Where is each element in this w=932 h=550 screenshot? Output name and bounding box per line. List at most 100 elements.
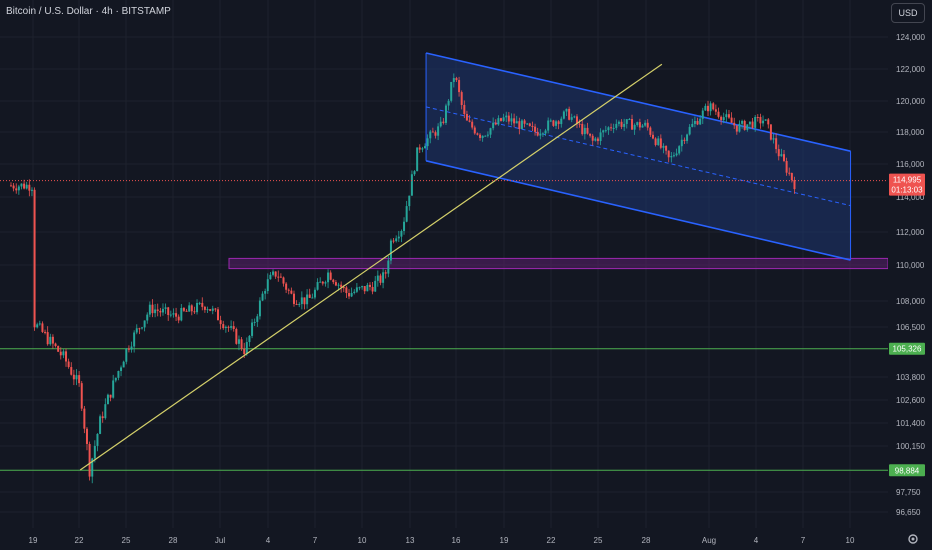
candle <box>665 145 668 151</box>
candle <box>704 105 707 111</box>
y-tick-label: 110,000 <box>896 261 925 270</box>
candle <box>209 309 212 311</box>
candle <box>371 286 374 292</box>
channel-upper-line[interactable] <box>425 52 851 152</box>
candle <box>547 120 550 131</box>
candle <box>754 116 757 128</box>
candle <box>497 118 500 125</box>
candle <box>678 146 681 154</box>
candle <box>581 123 584 135</box>
candle <box>541 133 544 135</box>
candle <box>387 260 390 274</box>
candle <box>151 304 154 314</box>
candle <box>292 293 295 304</box>
candle <box>164 307 167 309</box>
candle <box>450 81 453 101</box>
candle <box>751 121 754 128</box>
y-tick-label: 112,000 <box>896 228 925 237</box>
candle <box>631 118 634 130</box>
candle <box>25 184 28 189</box>
x-tick-label: 10 <box>846 536 855 545</box>
candle <box>216 309 219 321</box>
candle <box>416 147 419 172</box>
candle <box>337 284 340 286</box>
candle <box>106 394 109 405</box>
candle <box>303 297 306 305</box>
candle <box>476 133 479 135</box>
candle <box>444 105 447 123</box>
candle <box>12 185 15 189</box>
candle <box>329 272 332 280</box>
candle <box>185 310 188 312</box>
candle <box>492 122 495 129</box>
candle <box>222 324 225 329</box>
candle <box>562 111 565 119</box>
candle <box>793 180 796 190</box>
candle <box>161 308 164 313</box>
y-tick-label: 106,500 <box>896 323 925 332</box>
candle <box>680 139 683 147</box>
currency-button[interactable]: USD <box>891 3 925 23</box>
candle <box>269 274 272 280</box>
candle <box>30 189 33 191</box>
trendline[interactable] <box>79 63 663 471</box>
candle <box>717 111 720 117</box>
y-tick-label: 122,000 <box>896 65 925 74</box>
candle <box>311 297 314 299</box>
candle <box>67 361 70 368</box>
candle <box>101 416 104 419</box>
time-axis[interactable] <box>0 528 888 550</box>
candle <box>628 118 631 120</box>
x-tick-label: Aug <box>702 536 716 545</box>
x-tick-label: 7 <box>313 536 318 545</box>
x-tick-label: 4 <box>754 536 759 545</box>
candle <box>70 367 73 375</box>
candle <box>672 155 675 157</box>
candle <box>741 120 744 124</box>
gear-icon[interactable] <box>906 532 920 546</box>
candle <box>644 122 647 126</box>
candle <box>133 332 136 347</box>
candle <box>334 282 337 286</box>
candle <box>746 124 749 130</box>
candle <box>36 324 39 328</box>
candle <box>203 306 206 310</box>
candle <box>636 122 639 125</box>
candle <box>499 118 502 121</box>
candle <box>319 281 322 283</box>
candle <box>413 171 416 175</box>
candle <box>552 120 555 126</box>
candle <box>426 138 429 147</box>
candle <box>733 122 736 126</box>
candle <box>615 123 618 128</box>
candle <box>104 404 107 419</box>
y-tick-label: 101,400 <box>896 419 925 428</box>
resistance-zone[interactable] <box>228 257 889 270</box>
candle <box>536 131 539 136</box>
candle <box>696 120 699 125</box>
candle <box>256 316 259 322</box>
candle <box>505 115 508 118</box>
channel-lower-line[interactable] <box>425 160 851 261</box>
candle <box>384 272 387 274</box>
price-axis[interactable] <box>888 0 932 550</box>
candle <box>308 294 311 298</box>
candle <box>156 309 159 311</box>
candle <box>51 336 54 344</box>
candle <box>224 326 227 329</box>
y-tick-label: 96,650 <box>896 508 921 517</box>
candle <box>691 123 694 127</box>
candle <box>130 346 133 350</box>
x-tick-label: 4 <box>266 536 271 545</box>
candle <box>135 328 138 333</box>
candle <box>240 339 243 349</box>
x-tick-label: 19 <box>500 536 509 545</box>
candle <box>96 433 99 446</box>
candle <box>607 127 610 131</box>
y-tick-label: 114,000 <box>896 193 925 202</box>
candle <box>264 291 267 294</box>
candle <box>248 335 251 343</box>
candle <box>120 367 123 371</box>
